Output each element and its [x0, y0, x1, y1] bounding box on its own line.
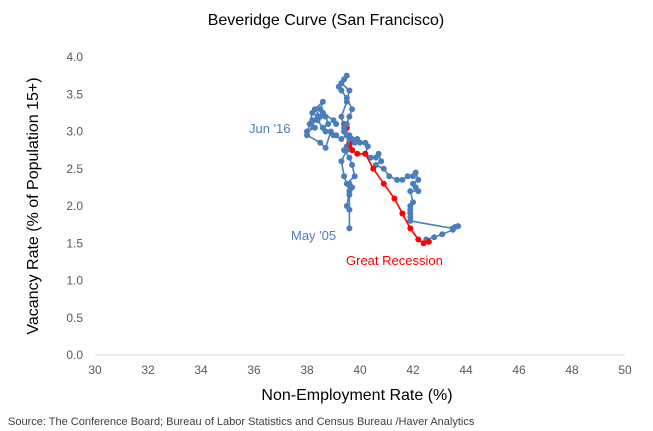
y-tick-label: 3.5	[66, 87, 83, 101]
data-point	[386, 173, 393, 180]
data-point	[319, 98, 326, 105]
data-point	[349, 162, 356, 168]
chart-title: Beveridge Curve (San Francisco)	[208, 12, 445, 29]
data-point	[378, 158, 385, 165]
data-point	[370, 165, 377, 172]
y-tick-label: 0.0	[66, 348, 83, 362]
data-point	[404, 173, 411, 180]
data-point	[338, 80, 345, 87]
data-point	[407, 188, 414, 195]
data-point	[380, 180, 387, 187]
data-point	[407, 217, 414, 224]
x-tick-label: 40	[353, 363, 367, 377]
x-tick-label: 30	[88, 363, 102, 377]
x-tick-label: 38	[300, 363, 314, 377]
data-point	[455, 223, 462, 230]
y-axis-title: Vacancy Rate (% of Population 15+)	[25, 77, 42, 334]
annotation-jun16: Jun '16	[249, 121, 291, 136]
data-point	[338, 113, 345, 120]
y-tick-label: 4.0	[66, 50, 83, 64]
data-point	[362, 150, 369, 157]
data-point	[343, 98, 350, 105]
x-tick-label: 42	[406, 363, 420, 377]
data-point	[346, 87, 353, 94]
data-point	[317, 139, 324, 146]
data-point	[415, 188, 422, 195]
data-point	[346, 225, 353, 232]
series-layer	[304, 72, 462, 247]
x-tick-label: 48	[565, 363, 579, 377]
data-point	[399, 210, 406, 217]
data-point	[309, 117, 316, 124]
data-point	[311, 124, 318, 131]
data-point	[341, 173, 348, 180]
series-line	[305, 75, 353, 207]
data-point	[346, 188, 353, 195]
series-line	[343, 133, 459, 241]
y-tick-label: 1.5	[66, 236, 83, 250]
data-point	[391, 195, 398, 202]
data-point	[343, 203, 350, 209]
x-axis-title: Non-Employment Rate (%)	[261, 387, 452, 404]
data-point	[338, 158, 345, 165]
x-tick-label: 46	[512, 363, 526, 377]
data-point	[351, 173, 358, 180]
data-point	[343, 147, 350, 154]
annotation-may05: May '05	[291, 228, 336, 243]
data-point	[314, 117, 321, 124]
x-tick-label: 50	[618, 363, 632, 377]
x-tick-label: 34	[194, 363, 208, 377]
data-point	[407, 225, 414, 232]
y-axis-ticks: 0.0 0.5 1.0 1.5 2.0 2.5 3.0 3.5 4.0	[66, 50, 83, 362]
data-point	[420, 240, 427, 247]
data-point	[322, 144, 329, 151]
data-point	[367, 154, 374, 161]
data-point	[357, 139, 363, 146]
data-point	[412, 169, 419, 176]
data-point	[349, 106, 356, 113]
data-point	[364, 143, 371, 150]
data-point	[338, 136, 345, 142]
series-group	[341, 132, 462, 243]
annotation-great-recession: Great Recession	[346, 253, 443, 268]
data-point	[327, 128, 334, 135]
data-point	[394, 176, 401, 183]
data-point	[343, 132, 350, 139]
data-point	[375, 150, 382, 157]
data-point	[415, 236, 422, 243]
x-axis-ticks: 30 32 34 36 38 40 42 44 46 48 50	[88, 363, 632, 377]
y-tick-label: 1.0	[66, 274, 83, 288]
x-tick-label: 36	[247, 363, 261, 377]
x-tick-label: 44	[459, 363, 473, 377]
x-tick-label: 32	[141, 363, 155, 377]
data-point	[304, 132, 310, 139]
y-tick-label: 2.0	[66, 199, 83, 213]
source-note: Source: The Conference Board; Bureau of …	[8, 416, 475, 428]
y-tick-label: 3.0	[66, 125, 83, 139]
data-point	[333, 132, 340, 139]
data-point	[349, 147, 356, 154]
data-point	[325, 121, 332, 127]
data-point	[425, 238, 432, 245]
data-point	[431, 234, 438, 241]
data-point	[319, 124, 326, 131]
y-tick-label: 2.5	[66, 162, 83, 176]
y-tick-label: 0.5	[66, 311, 83, 325]
data-point	[449, 226, 456, 233]
data-point	[341, 124, 348, 131]
data-point	[354, 150, 361, 157]
data-point	[343, 72, 350, 79]
data-point	[346, 154, 353, 161]
data-point	[439, 231, 446, 238]
data-point	[415, 176, 422, 183]
series-group	[304, 72, 356, 209]
data-point	[333, 121, 340, 127]
data-point	[399, 176, 406, 183]
data-point	[309, 109, 316, 116]
data-point	[380, 165, 387, 172]
data-point	[346, 113, 353, 120]
data-point	[319, 109, 326, 116]
